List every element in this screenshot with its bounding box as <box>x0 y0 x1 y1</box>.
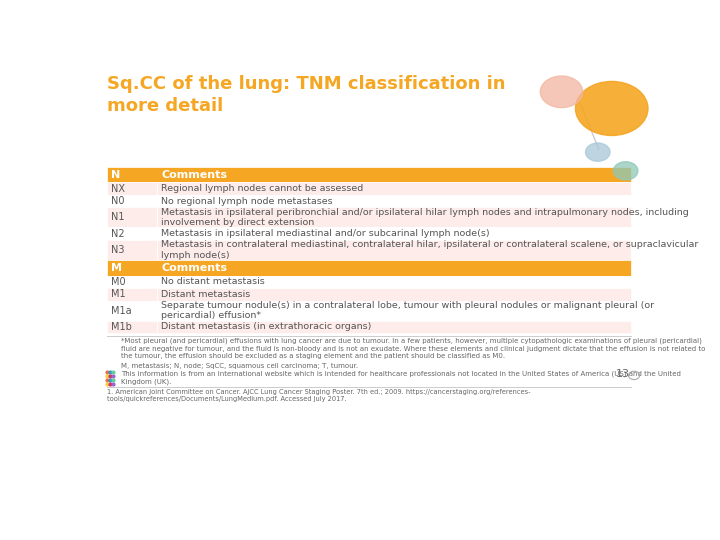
Bar <box>107 275 157 288</box>
Text: Distant metastasis (in extrathoracic organs): Distant metastasis (in extrathoracic org… <box>161 322 372 331</box>
Text: Sq.CC of the lung: TNM classification in
more detail: Sq.CC of the lung: TNM classification in… <box>107 75 505 116</box>
Text: M1: M1 <box>111 289 126 299</box>
Text: 1. American Joint Committee on Cancer. AJCC Lung Cancer Staging Poster. 7th ed.;: 1. American Joint Committee on Cancer. A… <box>107 389 530 402</box>
Circle shape <box>585 143 610 161</box>
Bar <box>107 167 631 183</box>
Bar <box>107 195 157 207</box>
Text: N3: N3 <box>111 245 125 255</box>
Bar <box>107 260 631 275</box>
Text: M0: M0 <box>111 277 126 287</box>
Bar <box>107 227 157 240</box>
Text: N: N <box>111 170 120 180</box>
Bar <box>157 275 631 288</box>
Bar <box>107 240 157 260</box>
Bar <box>107 321 157 333</box>
Bar <box>157 183 631 195</box>
Text: N2: N2 <box>111 228 125 239</box>
Bar <box>157 207 631 227</box>
Text: N0: N0 <box>111 196 125 206</box>
Bar <box>107 288 157 301</box>
Text: M1a: M1a <box>111 306 132 315</box>
Bar <box>157 288 631 301</box>
Circle shape <box>613 161 638 180</box>
Text: Comments: Comments <box>161 170 228 180</box>
Text: This information is from an international website which is intended for healthca: This information is from an internationa… <box>121 370 680 385</box>
Text: 13: 13 <box>616 369 630 379</box>
Text: Comments: Comments <box>161 263 228 273</box>
Text: M, metastasis; N, node; SqCC, squamous cell carcinoma; T, tumour.: M, metastasis; N, node; SqCC, squamous c… <box>121 363 358 369</box>
Text: Separate tumour nodule(s) in a contralateral lobe, tumour with pleural nodules o: Separate tumour nodule(s) in a contralat… <box>161 301 654 320</box>
Bar <box>107 207 157 227</box>
Bar <box>107 301 157 321</box>
Text: Distant metastasis: Distant metastasis <box>161 290 251 299</box>
Text: Metastasis in ipsilateral peribronchial and/or ipsilateral hilar lymph nodes and: Metastasis in ipsilateral peribronchial … <box>161 207 689 227</box>
Text: Metastasis in contralateral mediastinal, contralateral hilar, ipsilateral or con: Metastasis in contralateral mediastinal,… <box>161 240 699 260</box>
Circle shape <box>575 82 648 136</box>
Text: NX: NX <box>111 184 125 194</box>
Text: M1b: M1b <box>111 322 132 332</box>
Bar <box>157 321 631 333</box>
Bar <box>107 183 157 195</box>
Bar <box>157 301 631 321</box>
Bar <box>157 227 631 240</box>
Text: No regional lymph node metastases: No regional lymph node metastases <box>161 197 333 206</box>
Text: Metastasis in ipsilateral mediastinal and/or subcarinal lymph node(s): Metastasis in ipsilateral mediastinal an… <box>161 229 490 238</box>
Text: Regional lymph nodes cannot be assessed: Regional lymph nodes cannot be assessed <box>161 184 364 193</box>
Text: M: M <box>111 263 122 273</box>
Circle shape <box>540 76 582 107</box>
Text: No distant metastasis: No distant metastasis <box>161 278 265 286</box>
Text: *Most pleural (and pericardial) effusions with lung cancer are due to tumour. In: *Most pleural (and pericardial) effusion… <box>121 338 705 360</box>
Bar <box>157 240 631 260</box>
Text: N1: N1 <box>111 212 125 222</box>
Bar <box>157 195 631 207</box>
